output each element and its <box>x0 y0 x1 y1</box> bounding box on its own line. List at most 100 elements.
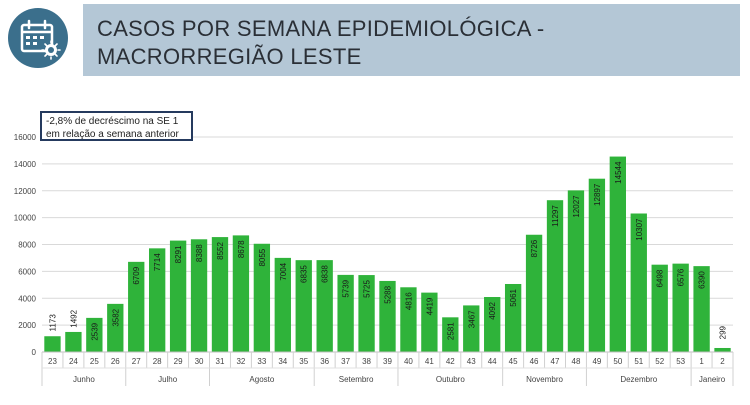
x-tick-label: 24 <box>69 357 78 366</box>
bar <box>86 317 103 352</box>
data-label: 14544 <box>614 161 623 184</box>
y-axis-tick-labels: 0 2000 4000 6000 8000 10000 12000 14000 16000 <box>14 133 37 357</box>
x-tick-label: 48 <box>572 357 581 366</box>
data-label: 5288 <box>384 285 393 303</box>
x-tick-label: 40 <box>404 357 413 366</box>
data-label: 8726 <box>530 239 539 257</box>
x-tick-label: 26 <box>111 357 120 366</box>
month-label: Janeiro <box>699 375 726 384</box>
data-label: 299 <box>719 325 728 339</box>
y-tick-label: 14000 <box>14 160 37 169</box>
bar <box>337 274 354 352</box>
data-label: 12897 <box>593 183 602 206</box>
bar <box>211 237 229 352</box>
data-label: 6838 <box>321 265 330 283</box>
x-tick-label: 27 <box>132 357 141 366</box>
y-tick-label: 0 <box>32 348 37 357</box>
month-label: Novembro <box>526 375 563 384</box>
bar <box>609 156 626 352</box>
bar <box>421 292 438 352</box>
data-label: 7714 <box>153 253 162 271</box>
data-label: 8291 <box>174 245 183 263</box>
x-tick-label: 34 <box>278 357 287 366</box>
bar <box>358 275 375 352</box>
data-labels: 1173 1492 2539 3582 6709 7714 8291 8388 8552 8678… <box>48 161 727 341</box>
data-label: 12027 <box>572 195 581 218</box>
y-tick-label: 10000 <box>14 214 37 223</box>
x-tick-label: 32 <box>236 357 245 366</box>
calendar-virus-icon <box>8 8 68 68</box>
data-label: 8678 <box>237 240 246 258</box>
data-label: 6390 <box>698 271 707 289</box>
page-title-line-2: MACRORREGIÃO LESTE <box>97 44 362 69</box>
data-label: 11297 <box>551 205 560 227</box>
x-tick-label: 52 <box>655 357 664 366</box>
bar <box>630 213 647 352</box>
x-tick-label: 31 <box>216 357 225 366</box>
x-tick-label: 33 <box>257 357 266 366</box>
data-label: 3467 <box>467 310 476 328</box>
x-tick-label: 23 <box>48 357 57 366</box>
x-tick-label: 43 <box>467 357 476 366</box>
bar <box>65 331 82 352</box>
data-label: 5061 <box>509 288 518 306</box>
bar <box>400 287 417 352</box>
x-tick-label: 37 <box>341 357 350 366</box>
data-label: 1173 <box>48 314 57 332</box>
data-label: 5725 <box>363 280 372 298</box>
bar <box>169 240 187 352</box>
x-tick-label: 42 <box>446 357 455 366</box>
bar <box>442 317 459 352</box>
bar <box>484 297 501 352</box>
x-tick-label: 39 <box>383 357 392 366</box>
data-label: 10307 <box>635 218 644 241</box>
x-tick-label: 53 <box>676 357 685 366</box>
data-label: 6835 <box>300 265 309 283</box>
bar <box>693 266 710 352</box>
bar <box>295 260 312 352</box>
x-tick-label: 47 <box>551 357 560 366</box>
x-tick-label: 35 <box>299 357 308 366</box>
bar <box>149 248 166 352</box>
month-label: Outubro <box>436 375 465 384</box>
bar <box>253 243 271 352</box>
x-tick-label: 49 <box>592 357 601 366</box>
bars <box>44 156 731 352</box>
x-tick-label: 44 <box>488 357 497 366</box>
bar <box>379 280 396 352</box>
month-label: Dezembro <box>620 375 657 384</box>
x-tick-label: 29 <box>174 357 183 366</box>
bar <box>232 235 250 352</box>
data-label: 2539 <box>90 322 99 340</box>
x-tick-label: 36 <box>320 357 329 366</box>
x-tick-label: 41 <box>425 357 434 366</box>
data-label: 8388 <box>195 244 204 262</box>
bar <box>190 239 208 352</box>
x-tick-label: 45 <box>509 357 518 366</box>
bar <box>316 260 333 352</box>
data-label: 7004 <box>279 262 288 280</box>
data-label: 3582 <box>111 308 120 326</box>
x-tick-label: 50 <box>613 357 622 366</box>
bar <box>714 347 731 352</box>
data-label: 2581 <box>446 322 455 340</box>
y-tick-label: 4000 <box>18 294 36 303</box>
bar <box>546 200 564 352</box>
bar <box>44 336 61 352</box>
month-label: Julho <box>158 375 178 384</box>
data-label: 6576 <box>677 268 686 286</box>
page-title-line-1: CASOS POR SEMANA EPIDEMIOLÓGICA - <box>97 16 545 41</box>
x-tick-label: 25 <box>90 357 99 366</box>
x-axis: 23 24 25 26 27 28 29 30 31 32 33 34 35 36 37 38 39 40 41 42… <box>41 351 734 386</box>
x-tick-label: 30 <box>195 357 204 366</box>
x-tick-label: 46 <box>530 357 539 366</box>
bar <box>651 264 668 352</box>
y-tick-label: 8000 <box>18 241 36 250</box>
y-tick-label: 16000 <box>14 133 37 142</box>
data-label: 4816 <box>404 292 413 310</box>
data-label: 6709 <box>132 266 141 284</box>
bar <box>463 305 480 352</box>
y-tick-label: 12000 <box>14 187 37 196</box>
bar <box>274 257 291 352</box>
